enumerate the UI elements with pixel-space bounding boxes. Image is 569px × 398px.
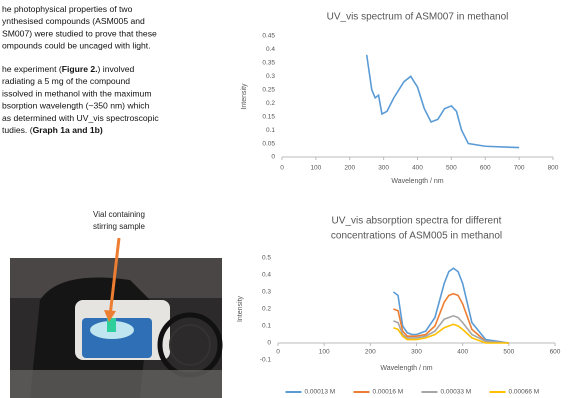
x-tick-label: 0	[280, 165, 284, 172]
photo-bench	[10, 370, 222, 398]
y-tick-label: 0.2	[262, 306, 271, 313]
paragraph-line: he photophysical properties of two	[2, 4, 133, 14]
x-tick-label: 200	[365, 349, 376, 356]
y-tick-label: 0.4	[266, 46, 275, 53]
text-run: ) involved	[98, 64, 135, 74]
y-tick-label: 0.1	[262, 323, 271, 330]
paragraph-line: issolved in methanol with the maximum	[2, 89, 152, 99]
y-tick-label: 0.25	[262, 86, 275, 93]
photo-caption: Vial containing	[93, 210, 145, 219]
y-tick-label: 0	[267, 340, 271, 347]
y-tick-label: 0.05	[262, 140, 275, 147]
x-tick-label: 100	[319, 349, 330, 356]
paragraph-line: SM007) were studied to prove that these	[2, 29, 157, 39]
bold-text: Figure 2.	[62, 64, 98, 74]
y-tick-label: 0.45	[262, 33, 275, 40]
series-line	[393, 268, 508, 343]
x-axis-label: Wavelength / nm	[391, 178, 443, 185]
text-run: SM007) were studied to prove that these	[2, 29, 157, 39]
text-run: he photophysical properties of two	[2, 4, 133, 14]
text-run: as determined with UV_vis spectroscopic	[2, 113, 159, 123]
legend-label: 0.00033 M	[441, 389, 472, 396]
y-axis-label: Intensity	[237, 295, 244, 322]
x-tick-label: 700	[514, 165, 525, 172]
y-tick-label: 0.2	[266, 100, 275, 107]
x-tick-label: 500	[503, 349, 514, 356]
y-tick-label: 0.15	[262, 113, 275, 120]
paragraph-line: he experiment (Figure 2.) involved	[2, 64, 135, 74]
page: Vial containing stirring sample he photo…	[0, 0, 569, 398]
paragraph-line: ompounds could be uncaged with light.	[2, 41, 151, 51]
y-tick-label: 0.1	[266, 127, 275, 134]
y-tick-label: -0.1	[260, 357, 272, 364]
text-run: tudies. (	[2, 125, 33, 135]
x-tick-label: 100	[310, 165, 321, 172]
legend-label: 0.00016 M	[373, 389, 404, 396]
x-tick-label: 600	[480, 165, 491, 172]
bold-text: Graph 1a and 1b)	[33, 125, 103, 135]
series-line	[367, 55, 519, 148]
x-tick-label: 200	[344, 165, 355, 172]
x-tick-label: 400	[412, 165, 423, 172]
y-tick-label: 0	[271, 154, 275, 161]
legend-label: 0.00066 M	[509, 389, 540, 396]
paragraph-line: as determined with UV_vis spectroscopic	[2, 113, 159, 123]
chart-title: concentrations of ASM005 in methanol	[331, 231, 502, 242]
paragraph-line: radiating a 5 mg of the compound	[2, 76, 130, 86]
legend-label: 0.00013 M	[305, 389, 336, 396]
chart-title: UV_vis absorption spectra for different	[332, 216, 502, 227]
y-tick-label: 0.4	[262, 272, 271, 279]
series-line	[393, 294, 508, 343]
photo-caption: stirring sample	[93, 222, 146, 231]
y-tick-label: 0.5	[262, 255, 271, 262]
x-tick-label: 800	[548, 165, 559, 172]
text-run: radiating a 5 mg of the compound	[2, 76, 130, 86]
x-tick-label: 300	[411, 349, 422, 356]
y-tick-label: 0.35	[262, 60, 275, 67]
text-run: he experiment (	[2, 64, 62, 74]
paragraph-line: tudies. (Graph 1a and 1b)	[2, 125, 103, 135]
x-tick-label: 400	[457, 349, 468, 356]
x-tick-label: 500	[446, 165, 457, 172]
paragraph-line: bsorption wavelength (~350 nm) which	[2, 101, 150, 111]
x-tick-label: 300	[378, 165, 389, 172]
x-tick-label: 0	[276, 349, 280, 356]
photo	[10, 258, 222, 398]
y-tick-label: 0.3	[266, 73, 275, 80]
text-run: issolved in methanol with the maximum	[2, 89, 152, 99]
y-axis-label: Intensity	[241, 83, 248, 110]
x-axis-label: Wavelength / nm	[380, 365, 432, 372]
paragraph-line: ynthesised compounds (ASM005 and	[2, 16, 145, 26]
y-tick-label: 0.3	[262, 289, 271, 296]
chart-title: UV_vis spectrum of ASM007 in methanol	[327, 12, 509, 23]
text-run: ynthesised compounds (ASM005 and	[2, 16, 145, 26]
text-run: ompounds could be uncaged with light.	[2, 41, 151, 51]
x-tick-label: 600	[550, 349, 561, 356]
text-run: bsorption wavelength (~350 nm) which	[2, 101, 150, 111]
